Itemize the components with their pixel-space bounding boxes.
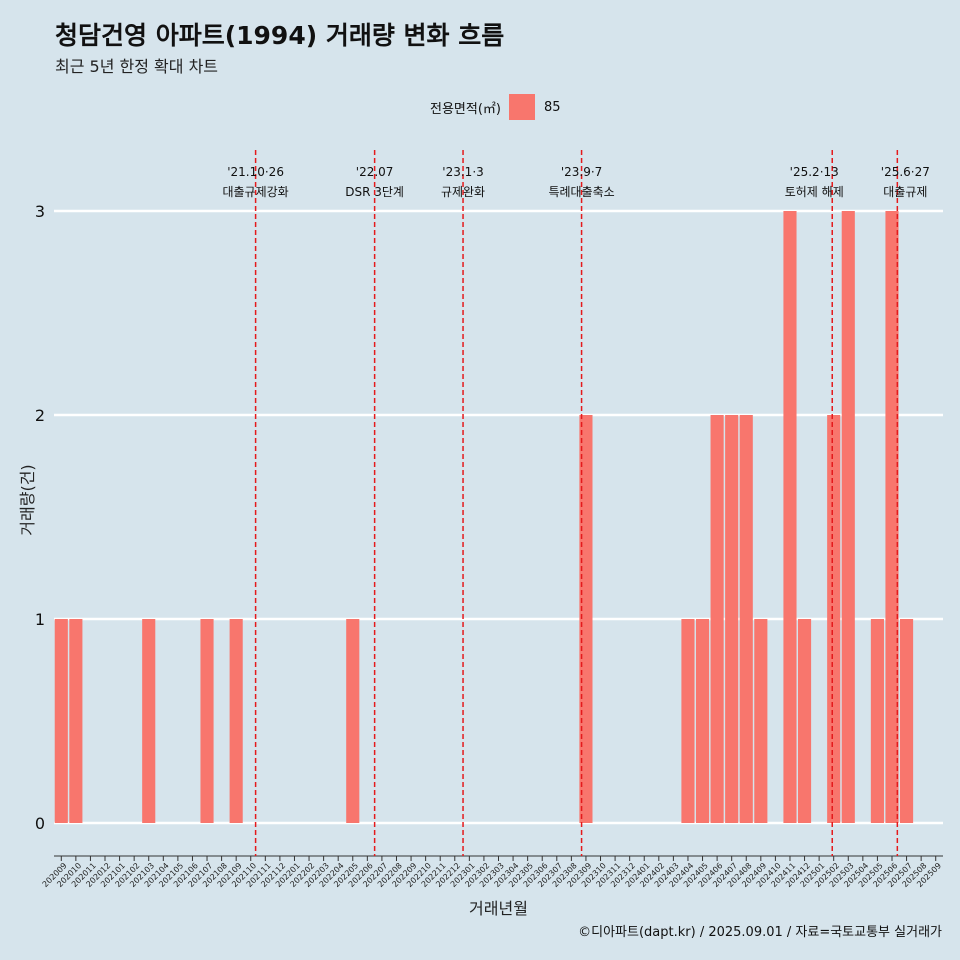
- bar: [200, 619, 214, 823]
- y-tick-label: 2: [35, 406, 45, 425]
- bar: [695, 619, 710, 823]
- bar: [54, 619, 68, 823]
- bar: [346, 619, 360, 823]
- annotation-label: DSR 3단계: [345, 185, 404, 199]
- annotation-label: 대출규제: [883, 185, 927, 199]
- bar: [885, 211, 899, 823]
- y-tick-label: 1: [35, 610, 45, 629]
- annotation-label: 규제완화: [441, 185, 485, 199]
- source-caption: ©디아파트(dapt.kr) / 2025.09.01 / 자료=국토교통부 실…: [578, 925, 942, 940]
- y-axis-title: 거래량(건): [18, 464, 37, 535]
- bar: [739, 415, 753, 823]
- legend-swatch: [508, 94, 535, 120]
- annotation-date: '22.07: [356, 165, 394, 179]
- legend-title: 전용면적(㎡): [430, 101, 501, 117]
- annotation-date: '25.2·13: [790, 165, 839, 179]
- bar: [841, 211, 855, 823]
- annotation-date: '21.10·26: [227, 165, 284, 179]
- annotation-date: '25.6·27: [881, 165, 930, 179]
- annotation-date: '23.9·7: [561, 165, 602, 179]
- annotation-label: 대출규제강화: [222, 185, 288, 199]
- annotation-label: 토허제 해제: [785, 185, 844, 199]
- annotation-label: 특례대출축소: [548, 185, 614, 199]
- bar: [681, 619, 695, 823]
- bar: [900, 619, 914, 823]
- x-axis-title: 거래년월: [469, 899, 528, 918]
- chart-title: 청담건영 아파트(1994) 거래량 변화 흐름: [55, 21, 505, 50]
- bar: [229, 619, 243, 823]
- bar: [827, 415, 841, 823]
- bar: [142, 619, 156, 823]
- y-tick-label: 3: [35, 202, 45, 221]
- bar: [783, 211, 797, 823]
- annotation-date: '23.1·3: [442, 165, 483, 179]
- chart-subtitle: 최근 5년 한정 확대 차트: [55, 57, 219, 76]
- bar: [797, 619, 812, 823]
- bar: [579, 415, 593, 823]
- bar: [725, 415, 739, 823]
- y-tick-label: 0: [35, 814, 45, 833]
- bar: [710, 415, 724, 823]
- legend: 전용면적(㎡) 85: [430, 94, 561, 120]
- legend-label: 85: [543, 99, 561, 115]
- bar: [754, 619, 768, 823]
- bar: [870, 619, 884, 823]
- bar: [69, 619, 83, 823]
